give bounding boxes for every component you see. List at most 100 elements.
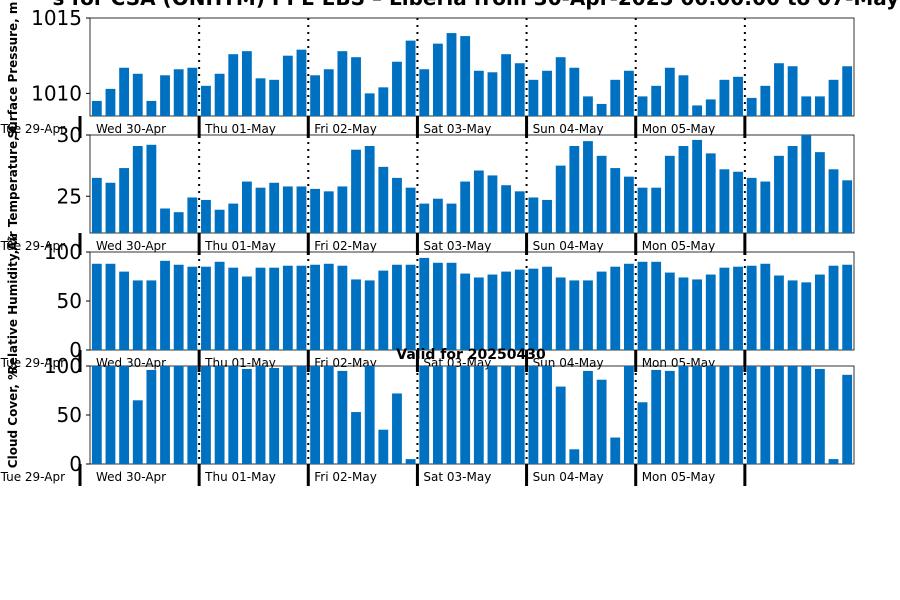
day-label: Fri 02-May bbox=[314, 239, 377, 253]
bar bbox=[514, 191, 525, 233]
bar bbox=[542, 266, 552, 350]
bar bbox=[583, 370, 593, 464]
bar bbox=[378, 166, 389, 233]
y-tick-label: 1015 bbox=[31, 6, 82, 30]
bar bbox=[651, 85, 662, 116]
bar bbox=[514, 366, 525, 464]
bar bbox=[760, 85, 771, 116]
bar bbox=[746, 265, 757, 350]
bar bbox=[678, 146, 689, 233]
bar bbox=[664, 272, 675, 350]
bar bbox=[705, 153, 716, 234]
bar bbox=[828, 169, 839, 233]
bar bbox=[201, 85, 211, 116]
bar bbox=[719, 366, 730, 464]
bar bbox=[132, 73, 143, 116]
bar bbox=[828, 79, 839, 116]
bar bbox=[337, 265, 348, 350]
bar bbox=[214, 366, 225, 464]
bar bbox=[91, 100, 102, 116]
bar bbox=[241, 368, 252, 464]
bar bbox=[664, 155, 675, 233]
bar bbox=[501, 185, 512, 233]
bar bbox=[842, 374, 853, 464]
bar bbox=[719, 79, 730, 116]
bar bbox=[119, 168, 130, 233]
bar bbox=[119, 271, 130, 350]
edge-day-label: Tue 29-Apr bbox=[0, 470, 65, 484]
bar bbox=[651, 187, 662, 233]
bar bbox=[269, 367, 280, 464]
bar bbox=[296, 49, 307, 116]
bar bbox=[310, 264, 321, 350]
bar bbox=[214, 73, 225, 116]
bar bbox=[596, 155, 607, 233]
bar bbox=[392, 61, 402, 116]
bar bbox=[310, 75, 321, 116]
bar bbox=[91, 366, 102, 464]
bar bbox=[787, 366, 798, 464]
day-label: Fri 02-May bbox=[314, 470, 377, 484]
bar bbox=[201, 199, 211, 233]
bar bbox=[787, 66, 798, 116]
day-label: Sun 04-May bbox=[533, 239, 604, 253]
bar bbox=[351, 57, 361, 116]
bar bbox=[487, 175, 498, 233]
bar bbox=[774, 155, 784, 233]
bar bbox=[392, 393, 402, 464]
bar bbox=[173, 264, 184, 350]
bar bbox=[637, 187, 648, 233]
bar bbox=[146, 144, 157, 233]
bar bbox=[405, 459, 416, 464]
bar bbox=[528, 79, 539, 116]
bar bbox=[596, 271, 607, 350]
bar bbox=[692, 105, 703, 116]
day-label: Sat 03-May bbox=[423, 239, 491, 253]
day-label: Sat 03-May bbox=[423, 470, 491, 484]
bar bbox=[282, 265, 293, 350]
bar bbox=[569, 67, 580, 116]
bar bbox=[514, 63, 525, 116]
bar bbox=[160, 75, 170, 116]
bar bbox=[555, 386, 566, 464]
bar bbox=[91, 263, 102, 350]
bar bbox=[105, 263, 116, 350]
bar bbox=[705, 274, 716, 350]
day-label: Thu 01-May bbox=[204, 122, 276, 136]
bar bbox=[692, 279, 703, 350]
bar bbox=[419, 203, 430, 233]
bar bbox=[760, 181, 771, 233]
bar bbox=[473, 366, 484, 464]
bar bbox=[473, 70, 484, 116]
bar bbox=[160, 260, 170, 350]
bar bbox=[501, 54, 512, 116]
day-label: Thu 01-May bbox=[204, 239, 276, 253]
day-label: Sat 03-May bbox=[423, 122, 491, 136]
bar bbox=[392, 264, 402, 350]
bar bbox=[119, 366, 130, 464]
bar bbox=[364, 280, 375, 350]
bar bbox=[378, 87, 389, 116]
bar bbox=[733, 266, 743, 350]
bar bbox=[187, 67, 198, 116]
bar bbox=[774, 63, 784, 116]
bar bbox=[432, 262, 443, 350]
bar bbox=[105, 88, 116, 116]
bar bbox=[828, 265, 839, 350]
bar bbox=[746, 177, 757, 234]
bar bbox=[296, 186, 307, 233]
bar bbox=[405, 264, 416, 350]
panel-1: 1010 1015 Surface Pressure, m Wed 30-Apr Thu… bbox=[0, 2, 855, 138]
bar bbox=[692, 139, 703, 233]
bar bbox=[146, 369, 157, 464]
bar bbox=[255, 267, 266, 350]
bar bbox=[187, 366, 198, 464]
bar bbox=[678, 366, 689, 464]
bar bbox=[801, 96, 812, 116]
y-tick-label: 25 bbox=[57, 184, 82, 208]
bar bbox=[610, 79, 621, 116]
day-label: Thu 01-May bbox=[204, 470, 276, 484]
bar bbox=[173, 366, 184, 464]
